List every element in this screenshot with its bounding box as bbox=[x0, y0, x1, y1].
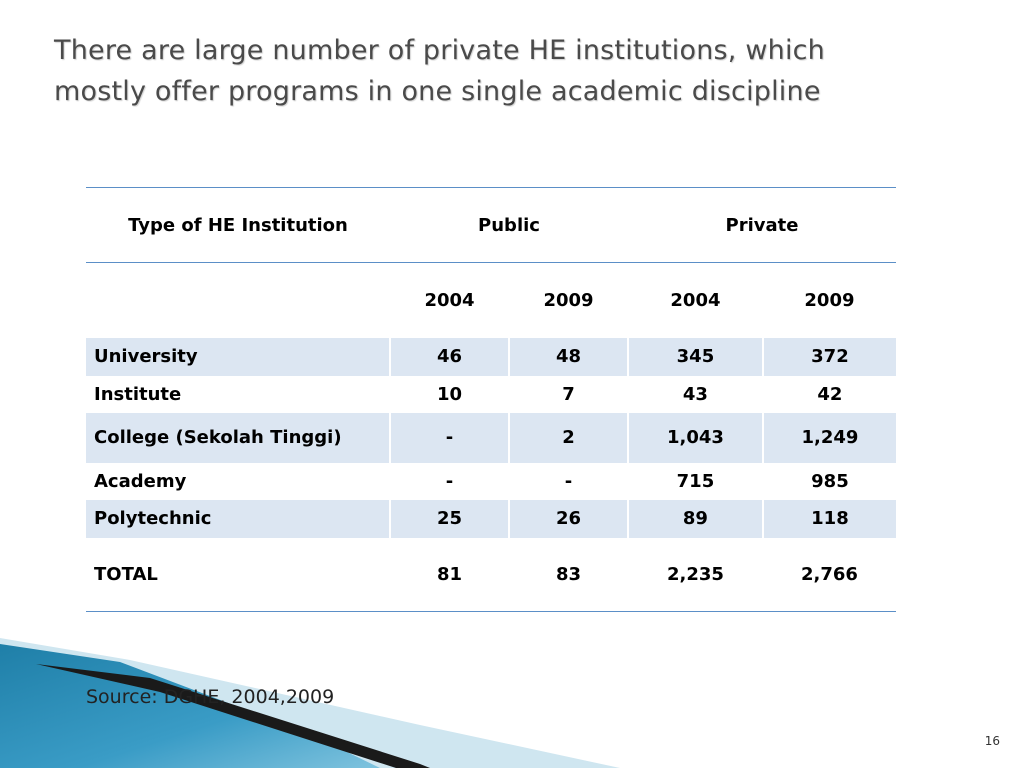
cell-public-2004: - bbox=[389, 412, 509, 463]
row-label: Institute bbox=[86, 375, 390, 413]
cell-private-2009: 1,249 bbox=[761, 412, 896, 463]
institutions-table: Type of HE Institution Public Private 20… bbox=[86, 187, 896, 612]
cell-public-2009: 26 bbox=[508, 499, 628, 538]
year-public-2009: 2009 bbox=[543, 289, 594, 311]
row-label: College (Sekolah Tinggi) bbox=[86, 412, 390, 463]
cell-private-2009: 985 bbox=[761, 462, 896, 500]
cell-private-2009: 118 bbox=[761, 499, 896, 538]
cell-private-2009: 42 bbox=[761, 375, 896, 413]
slide-title: There are large number of private HE ins… bbox=[54, 30, 994, 112]
cell-private-2004: 1,043 bbox=[627, 412, 763, 463]
total-public-2009: 83 bbox=[509, 537, 628, 612]
cell-public-2009: 2 bbox=[508, 412, 628, 463]
table-total-row: TOTAL 81 83 2,235 2,766 bbox=[86, 537, 896, 612]
table-row: Academy - - 715 985 bbox=[86, 462, 896, 500]
cell-private-2004: 715 bbox=[627, 462, 763, 500]
cell-public-2004: - bbox=[389, 462, 509, 500]
cell-private-2004: 43 bbox=[627, 375, 763, 413]
footer-dark-swoosh bbox=[36, 664, 430, 768]
cell-public-2004: 46 bbox=[389, 337, 509, 376]
cell-private-2004: 345 bbox=[627, 337, 763, 376]
cell-public-2004: 10 bbox=[389, 375, 509, 413]
header-private: Private bbox=[628, 187, 896, 263]
table-row: Institute 10 7 43 42 bbox=[86, 375, 896, 413]
footer-swoosh-decoration bbox=[0, 638, 620, 768]
cell-private-2004: 89 bbox=[627, 499, 763, 538]
total-private-2009: 2,766 bbox=[762, 537, 896, 612]
cell-public-2009: 48 bbox=[508, 337, 628, 376]
total-private-2004: 2,235 bbox=[628, 537, 763, 612]
source-note: Source: DGHE, 2004,2009 bbox=[86, 686, 335, 708]
cell-private-2009: 372 bbox=[761, 337, 896, 376]
header-type-of-institution: Type of HE Institution bbox=[86, 187, 390, 263]
page-number: 16 bbox=[984, 734, 1000, 748]
header-public: Public bbox=[390, 187, 628, 263]
year-public-2004: 2004 bbox=[424, 289, 475, 311]
row-label: Polytechnic bbox=[86, 499, 390, 538]
total-label: TOTAL bbox=[86, 537, 390, 612]
year-private-2009: 2009 bbox=[804, 289, 855, 311]
title-line-2: mostly offer programs in one single acad… bbox=[54, 76, 821, 107]
table-years-row: 2004 2009 2004 2009 bbox=[86, 263, 896, 338]
year-private-2004: 2004 bbox=[670, 289, 721, 311]
title-line-1: There are large number of private HE ins… bbox=[54, 35, 825, 66]
total-public-2004: 81 bbox=[390, 537, 509, 612]
cell-public-2009: - bbox=[508, 462, 628, 500]
table-row: Polytechnic 25 26 89 118 bbox=[86, 499, 896, 538]
row-label: University bbox=[86, 337, 390, 376]
row-label: Academy bbox=[86, 462, 390, 500]
table-row: University 46 48 345 372 bbox=[86, 337, 896, 376]
years-row-empty-cell bbox=[86, 263, 390, 338]
cell-public-2004: 25 bbox=[389, 499, 509, 538]
table-row: College (Sekolah Tinggi) - 2 1,043 1,249 bbox=[86, 412, 896, 463]
cell-public-2009: 7 bbox=[508, 375, 628, 413]
table-group-header-row: Type of HE Institution Public Private bbox=[86, 187, 896, 263]
